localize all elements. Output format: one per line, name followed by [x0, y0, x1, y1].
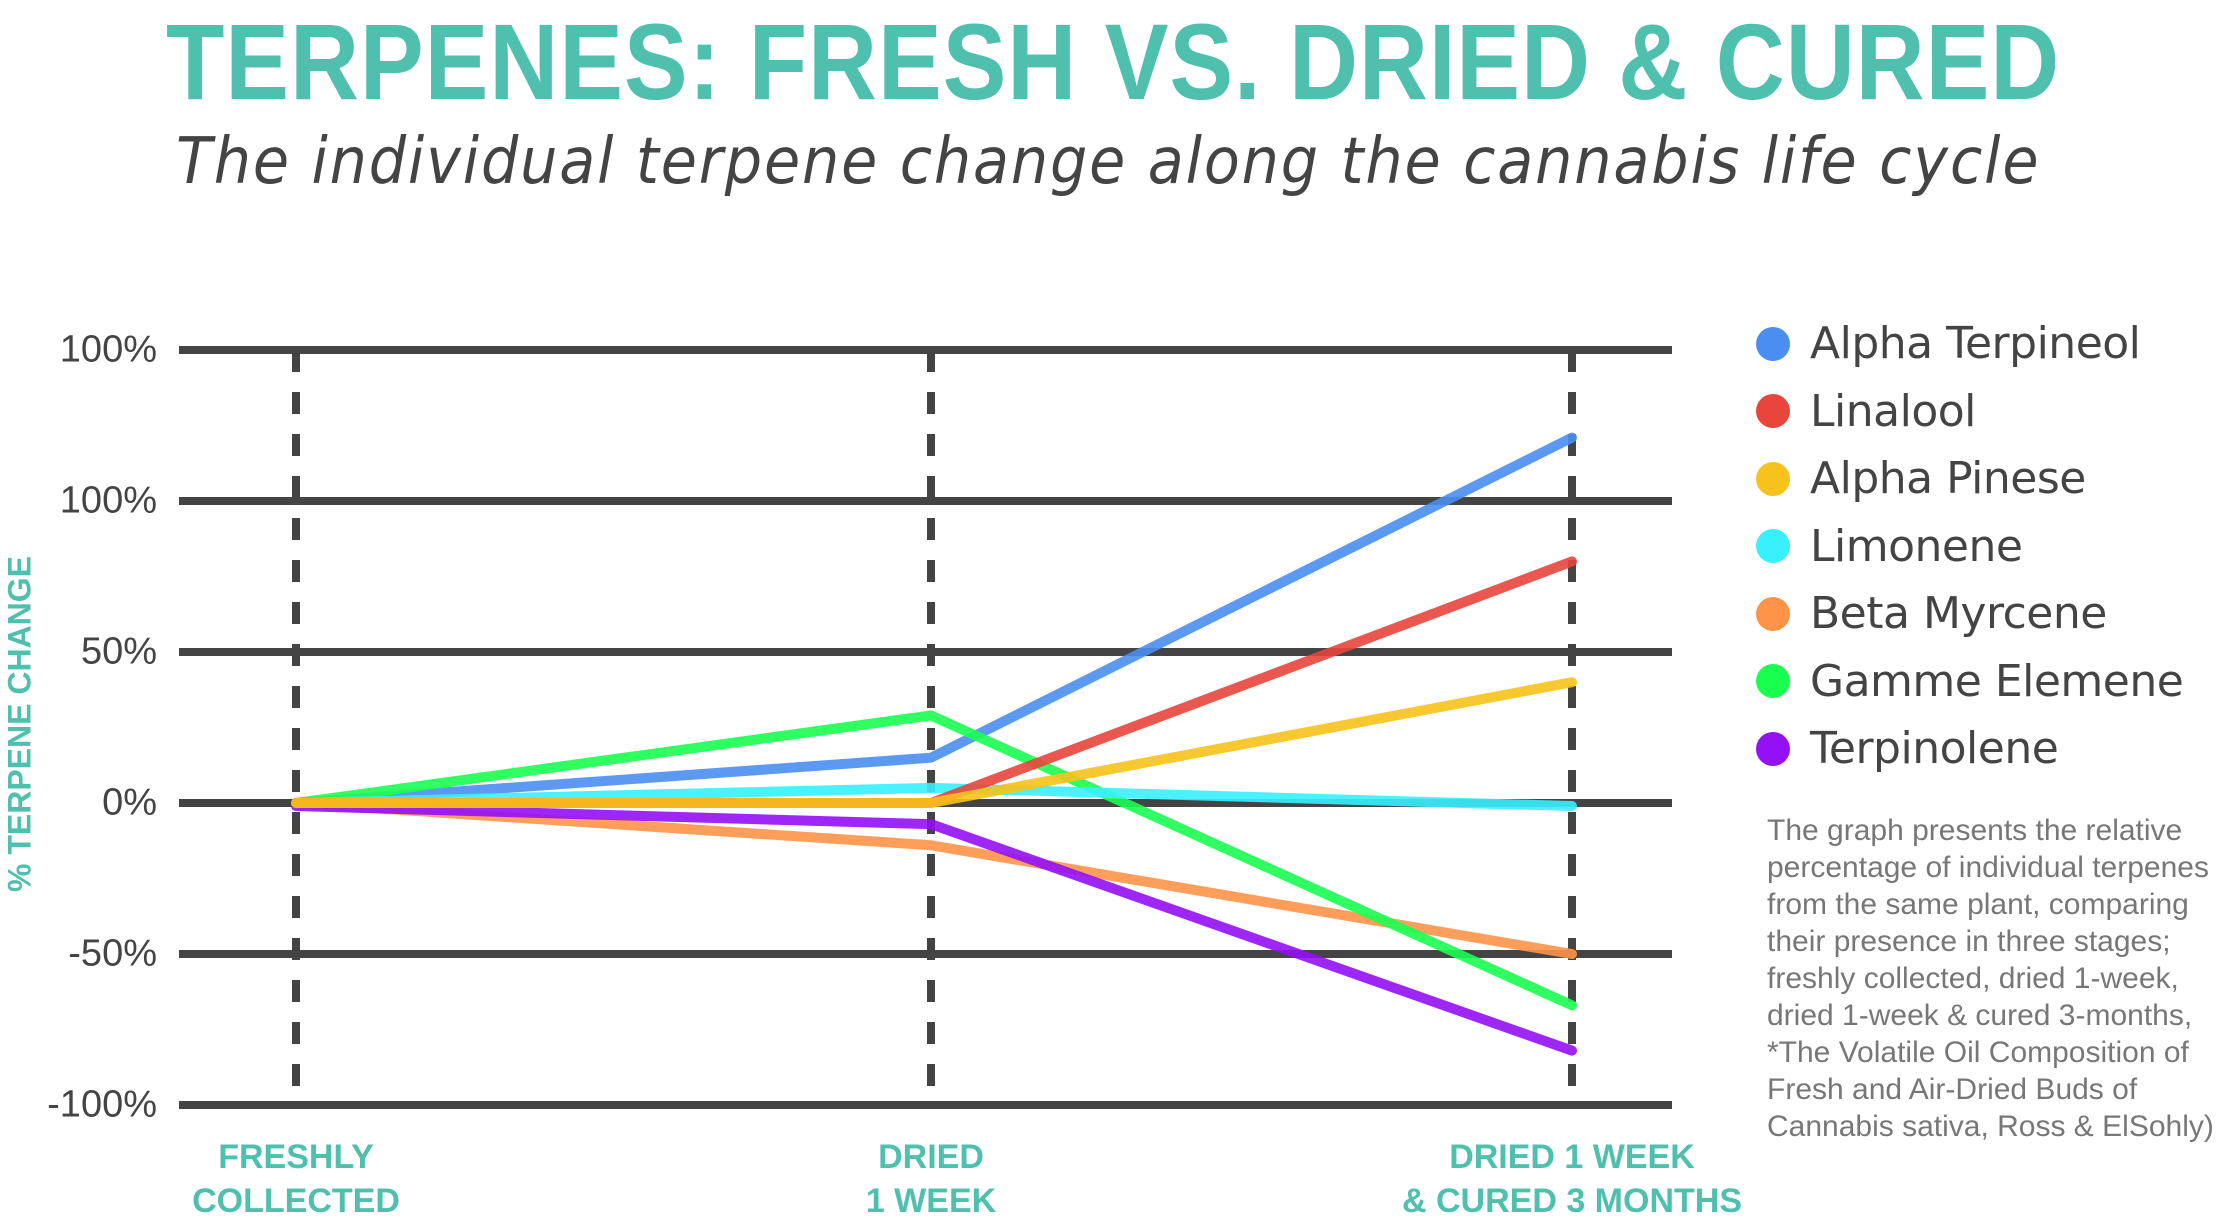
footnote-line: Fresh and Air-Dried Buds of: [1767, 1073, 2138, 1106]
legend-label: Alpha Pinese: [1810, 453, 2086, 505]
series-line-alpha-terpineol: [291, 432, 1577, 808]
footnote-line: freshly collected, dried 1-week,: [1767, 962, 2179, 995]
legend-item: Limonene: [1756, 513, 2183, 581]
x-tick-label: DRIED 1 WEEK & CURED 3 MONTHS: [1402, 1135, 1742, 1223]
x-tick-label-line: FRESHLY: [218, 1138, 374, 1176]
series-line-linalool: [291, 556, 1577, 808]
y-tick-label: -100%: [47, 1083, 157, 1126]
legend-color-dot-icon: [1756, 596, 1790, 631]
footnote-line: *The Volatile Oil Composition of: [1767, 1036, 2189, 1069]
legend-label: Terpinolene: [1810, 723, 2059, 775]
x-tick-label: DRIED 1 WEEK: [866, 1135, 996, 1223]
series-layer: [291, 432, 1577, 1056]
footnote-line: from the same plant, comparing: [1767, 888, 2189, 921]
legend-item: Beta Myrcene: [1756, 580, 2183, 648]
legend-color-dot-icon: [1756, 326, 1790, 361]
x-tick-label-line: 1 WEEK: [865, 1182, 997, 1220]
legend-color-dot-icon: [1756, 461, 1790, 496]
series-line-limonene: [291, 782, 1577, 812]
y-tick-label: 50%: [80, 630, 157, 673]
x-tick-label-line: COLLECTED: [192, 1182, 400, 1220]
series-line-alpha-pinese: [291, 677, 1577, 808]
x-tick-label-line: DRIED: [878, 1138, 984, 1176]
x-tick-label-line: & CURED 3 MONTHS: [1401, 1182, 1743, 1220]
legend-item: Alpha Terpineol: [1756, 310, 2183, 378]
legend-item: Terpinolene: [1756, 715, 2183, 783]
y-tick-label: -50%: [68, 932, 157, 975]
legend-color-dot-icon: [1756, 394, 1790, 429]
legend-label: Beta Myrcene: [1810, 588, 2107, 640]
y-tick-label: 100%: [59, 328, 157, 371]
footnote-line: dried 1-week & cured 3-months,: [1767, 999, 2193, 1032]
legend-color-dot-icon: [1756, 664, 1790, 699]
footnote-line: Cannabis sativa, Ross & ElSohly): [1767, 1110, 2214, 1143]
legend-item: Alpha Pinese: [1756, 445, 2183, 513]
footnote-line: The graph presents the relative: [1767, 814, 2183, 847]
legend-label: Limonene: [1810, 520, 2023, 572]
chart-subtitle: The individual terpene change along the …: [176, 125, 2041, 199]
footnote-line: percentage of individual terpenes: [1767, 851, 2209, 884]
chart-title: TERPENES: FRESH VS. DRIED & CURED: [166, 1, 2061, 122]
legend-item: Gamme Elemene: [1756, 648, 2184, 716]
y-tick-label: 100%: [59, 479, 157, 522]
x-tick-label: FRESHLY COLLECTED: [192, 1135, 400, 1223]
footnote-line: their presence in three stages;: [1767, 925, 2171, 958]
grid-layer: [179, 346, 1672, 1109]
legend-color-dot-icon: [1756, 731, 1790, 766]
legend-label: Linalool: [1810, 385, 1976, 437]
legend: Alpha Terpineol Linalool Alpha Pinese Limon…: [1756, 310, 2184, 783]
series-line-terpinolene: [291, 801, 1577, 1056]
legend-item: Linalool: [1756, 378, 2183, 446]
legend-label: Gamme Elemene: [1810, 655, 2184, 707]
y-tick-label: 0%: [102, 781, 157, 824]
series-line-beta-myrcene: [291, 798, 1577, 959]
legend-label: Alpha Terpineol: [1810, 318, 2141, 370]
footnote: The graph presents the relative percentag…: [1767, 812, 2223, 1145]
x-tick-label-line: DRIED 1 WEEK: [1449, 1138, 1695, 1176]
category-guides: [292, 350, 1576, 1105]
y-axis-label: % TERPENE CHANGE: [1, 555, 38, 893]
series-line-gamme-elemene: [291, 710, 1577, 1011]
legend-color-dot-icon: [1756, 529, 1790, 564]
